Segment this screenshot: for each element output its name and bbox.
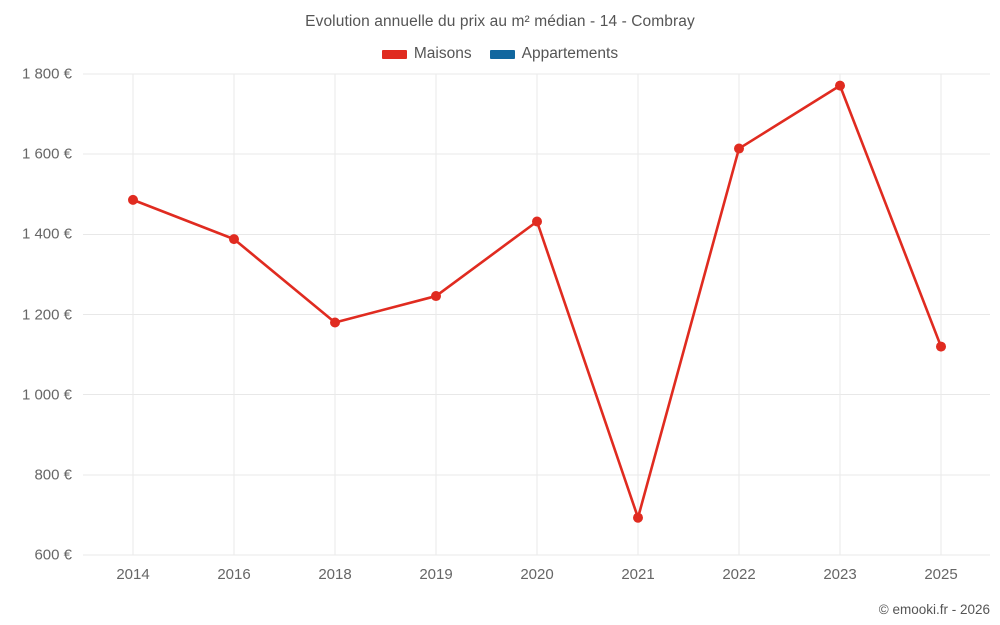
legend-swatch-appartements-icon	[489, 49, 515, 59]
y-axis-tick-label: 1 400 €	[21, 225, 72, 243]
data-point[interactable]	[835, 80, 845, 91]
y-axis-tick-label: 800 €	[34, 466, 72, 484]
data-point[interactable]	[431, 291, 441, 302]
y-axis-tick-label: 1 000 €	[21, 386, 72, 404]
data-point[interactable]	[128, 194, 138, 205]
data-point[interactable]	[330, 317, 340, 328]
copyright-credit: © emooki.fr - 2026	[878, 602, 990, 617]
x-axis-tick-label: 2018	[318, 566, 352, 583]
page-title: Evolution annuelle du prix au m² médian …	[305, 13, 695, 30]
legend-item-appartements[interactable]: Appartements	[489, 45, 619, 63]
legend-item-maisons[interactable]: Maisons	[381, 45, 472, 63]
chart-svg	[83, 73, 990, 556]
data-point[interactable]	[229, 234, 239, 245]
x-axis-tick-label: 2016	[217, 566, 251, 583]
legend-swatch-maisons-icon	[381, 49, 407, 59]
y-axis-tick-label: 1 200 €	[21, 306, 72, 323]
x-axis-tick-label: 2014	[116, 566, 150, 583]
data-point[interactable]	[532, 216, 542, 227]
x-axis-tick-label: 2020	[520, 566, 554, 583]
x-gridlines	[132, 74, 942, 555]
data-point[interactable]	[633, 512, 643, 523]
chart-legend: Maisons Appartements	[0, 45, 1000, 63]
x-axis-tick-label: 2023	[823, 566, 857, 583]
plot-area	[83, 73, 990, 556]
x-axis-tick-label: 2022	[722, 566, 756, 583]
data-point[interactable]	[734, 143, 744, 154]
legend-label-maisons: Maisons	[413, 45, 472, 62]
legend-label-appartements: Appartements	[521, 45, 619, 62]
y-axis-tick-label: 1 600 €	[21, 145, 72, 163]
data-series-layer	[128, 80, 946, 523]
x-axis-tick-label: 2019	[419, 566, 453, 583]
y-axis-tick-label: 1 800 €	[21, 65, 72, 83]
x-axis-tick-label: 2025	[924, 566, 958, 583]
y-axis-tick-label: 600 €	[34, 546, 72, 564]
data-point[interactable]	[936, 341, 946, 352]
x-axis-tick-label: 2021	[621, 566, 655, 583]
